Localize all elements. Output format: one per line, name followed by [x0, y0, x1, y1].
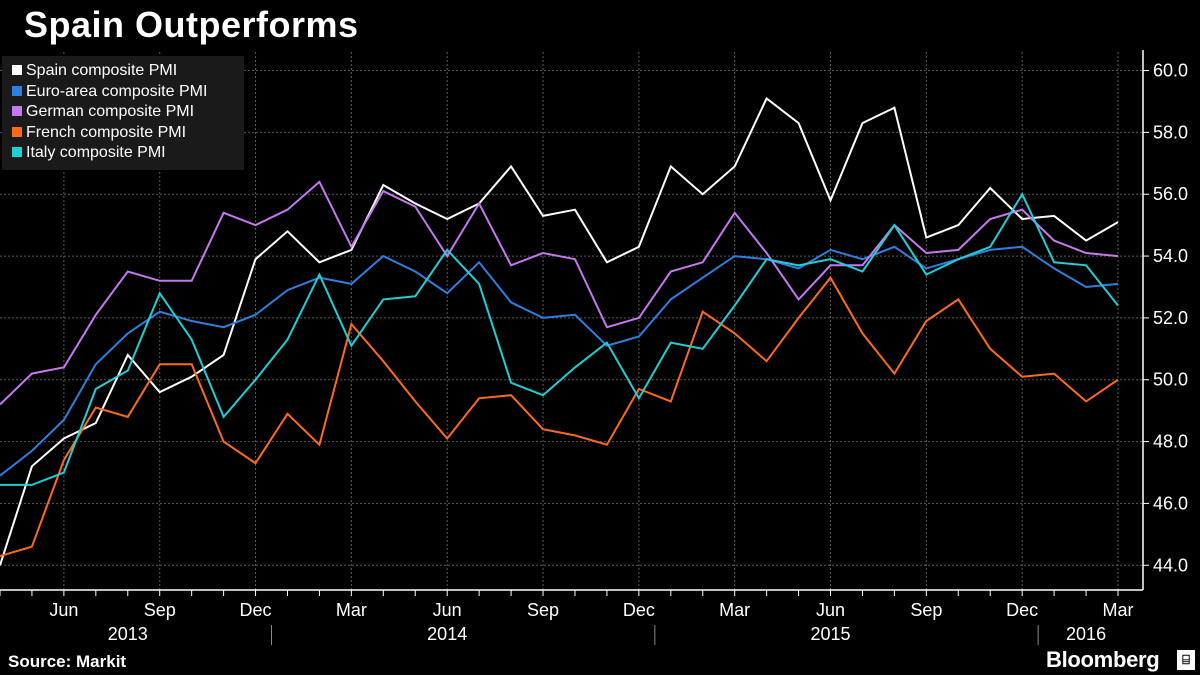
- y-tick-label: 46.0: [1153, 493, 1188, 513]
- legend-label: German composite PMI: [26, 103, 195, 120]
- series-line-italy-composite-pmi: [0, 192, 1119, 486]
- series-line-spain-composite-pmi: [0, 96, 1119, 566]
- y-tick-label: 44.0: [1153, 555, 1188, 575]
- x-tick-label: Jun: [816, 600, 845, 620]
- legend-item: French composite PMI: [12, 123, 186, 143]
- legend-item: Spain composite PMI: [12, 61, 177, 81]
- legend-label: Euro-area composite PMI: [26, 82, 208, 100]
- y-tick-label: 52.0: [1153, 308, 1188, 328]
- legend-label: French composite PMI: [26, 123, 187, 141]
- series-line-euro-area-composite-pmi: [0, 245, 1119, 477]
- legend: Spain composite PMI Euro-area composite P…: [2, 56, 244, 170]
- x-year-label: 2014: [427, 624, 467, 644]
- source-note: Source: Markit: [8, 652, 127, 671]
- legend-swatch: [12, 126, 22, 137]
- legend-item: Italy composite PMI: [12, 143, 166, 163]
- chart-title: Spain Outperforms: [24, 4, 359, 45]
- x-tick-label: Dec: [1006, 600, 1038, 620]
- y-tick-label: 58.0: [1153, 122, 1188, 142]
- x-tick-label: Dec: [623, 600, 655, 620]
- x-tick-label: Jun: [49, 600, 78, 620]
- legend-swatch: [12, 85, 22, 96]
- grid-lines: [0, 52, 1143, 590]
- x-tick-label: Mar: [719, 600, 750, 620]
- y-tick-label: 56.0: [1153, 184, 1188, 204]
- legend-swatch: [12, 65, 22, 75]
- y-tick-label: 50.0: [1153, 370, 1188, 390]
- series-lines: [0, 96, 1119, 566]
- legend-swatch: [12, 147, 22, 157]
- legend-item: German composite PMI: [12, 102, 194, 122]
- tick-labels: 44.0 46.0 48.0 50.0 52.0 54.0 56.0 58.0 60.0 Jun S…: [49, 61, 1188, 644]
- x-tick-label: Jun: [433, 600, 462, 620]
- x-year-label: 2016: [1066, 624, 1106, 644]
- x-tick-label: Sep: [144, 600, 176, 620]
- legend-item: Euro-area composite PMI: [12, 82, 207, 102]
- x-tick-label: Sep: [910, 600, 942, 620]
- x-tick-label: Mar: [336, 600, 367, 620]
- legend-label: Spain composite PMI: [26, 62, 178, 79]
- y-tick-label: 60.0: [1153, 61, 1188, 81]
- series-line-french-composite-pmi: [0, 275, 1119, 557]
- x-tick-label: Sep: [527, 600, 559, 620]
- x-tick-label: Mar: [1103, 600, 1134, 620]
- x-tick-label: Dec: [240, 600, 272, 620]
- y-tick-label: 54.0: [1153, 246, 1188, 266]
- bloomberg-terminal-icon: ⌸: [1177, 650, 1195, 670]
- series-line-german-composite-pmi: [0, 180, 1119, 406]
- y-tick-label: 48.0: [1153, 432, 1188, 452]
- x-year-label: 2015: [810, 624, 850, 644]
- legend-swatch: [12, 106, 22, 116]
- x-year-label: 2013: [108, 624, 148, 644]
- axes: [0, 50, 1149, 645]
- legend-label: Italy composite PMI: [26, 144, 166, 161]
- brand-logo: Bloomberg: [1046, 647, 1160, 672]
